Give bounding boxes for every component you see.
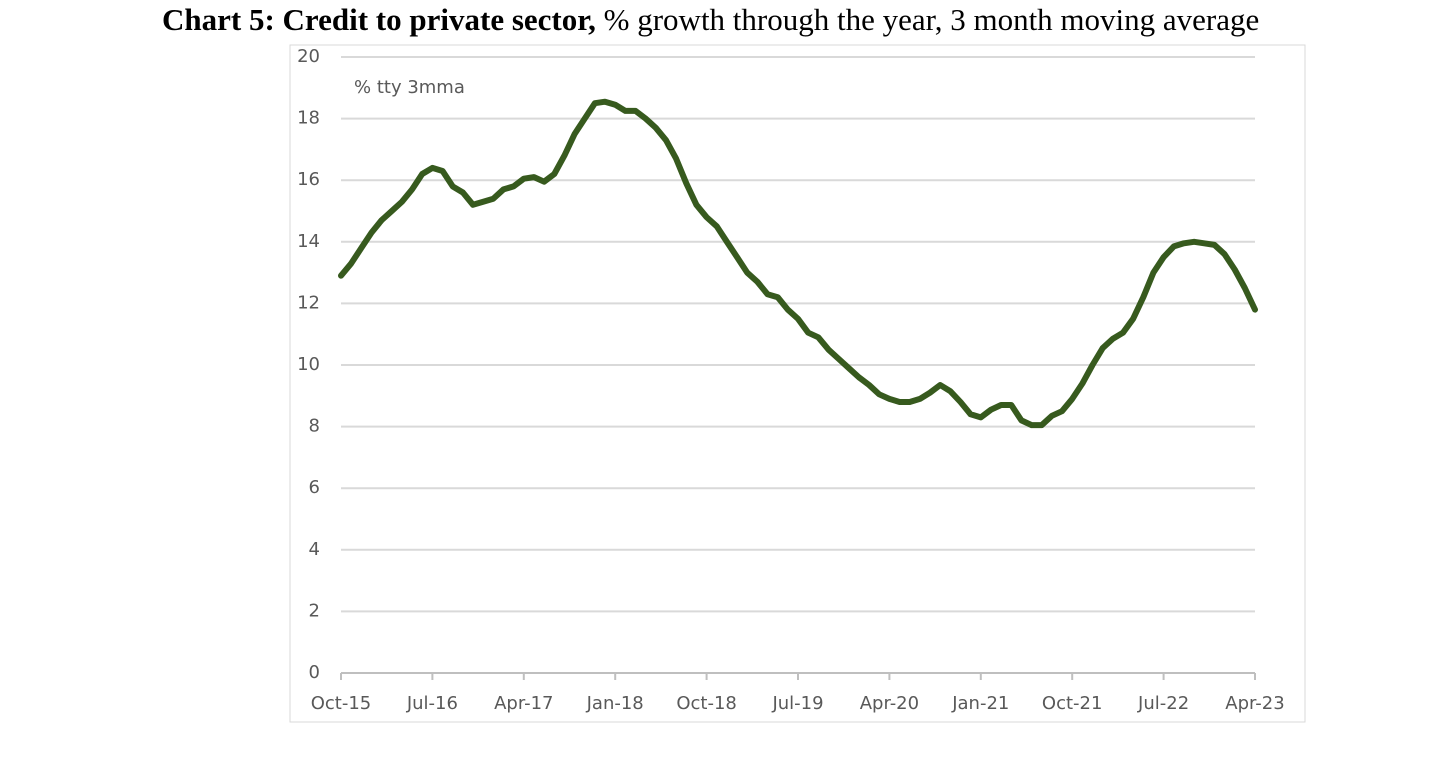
y-tick-label: 10 [297, 354, 320, 375]
x-tick-label: Apr-17 [494, 693, 553, 714]
chart-subtitle: % growth through the year, 3 month movin… [604, 2, 1260, 37]
chart-title: Chart 5: Credit to private sector, [162, 2, 596, 37]
y-tick-label: 12 [297, 292, 320, 313]
y-tick-label: 8 [309, 416, 320, 437]
x-tick-label: Jul-16 [406, 693, 458, 714]
x-tick-label: Jan-21 [951, 693, 1009, 714]
y-tick-label: 16 [297, 169, 320, 190]
y-tick-label: 14 [297, 231, 320, 252]
annotation: % tty 3mma [354, 77, 465, 98]
x-tick-label: Jan-18 [586, 693, 644, 714]
x-tick-label: Jul-22 [1137, 693, 1189, 714]
x-tick-label: Jul-19 [771, 693, 823, 714]
x-tick-label: Oct-15 [311, 693, 372, 714]
y-tick-label: 20 [297, 46, 320, 67]
x-tick-label: Apr-23 [1225, 693, 1284, 714]
x-tick-label: Apr-20 [860, 693, 919, 714]
x-tick-label: Oct-21 [1042, 693, 1103, 714]
chart-frame [289, 44, 1306, 723]
chart-title-line: Chart 5: Credit to private sector, % gro… [162, 2, 1259, 37]
y-tick-label: 18 [297, 108, 320, 129]
y-tick-label: 4 [309, 539, 320, 560]
data-line [338, 98, 1258, 429]
y-tick-label: 0 [309, 662, 320, 683]
y-tick-label: 2 [309, 600, 320, 621]
y-tick-label: 6 [309, 477, 320, 498]
x-tick-label: Oct-18 [676, 693, 737, 714]
